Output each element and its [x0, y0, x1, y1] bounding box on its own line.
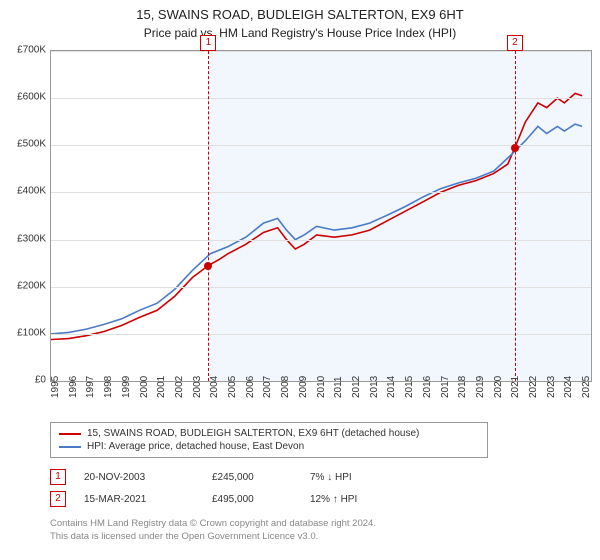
- arrow-down-icon: ↓: [327, 472, 332, 483]
- x-tick-label: 2021: [510, 376, 521, 398]
- legend-swatch-hpi: [59, 446, 81, 448]
- y-tick-label: £200K: [17, 280, 46, 291]
- series-property: [51, 93, 582, 339]
- x-tick-label: 2006: [245, 376, 256, 398]
- x-tick-label: 2022: [528, 376, 539, 398]
- y-tick-label: £700K: [17, 45, 46, 56]
- legend: 15, SWAINS ROAD, BUDLEIGH SALTERTON, EX9…: [50, 422, 488, 458]
- legend-swatch-property: [59, 433, 81, 435]
- sale-hpi: 7% ↓ HPI: [310, 472, 400, 483]
- sale-price: £495,000: [212, 494, 292, 505]
- sale-marker-icon: 1: [50, 469, 66, 485]
- x-tick-label: 2025: [581, 376, 592, 398]
- x-tick-label: 2011: [333, 376, 344, 398]
- x-tick-label: 1995: [50, 376, 61, 398]
- sale-price: £245,000: [212, 472, 292, 483]
- legend-row-property: 15, SWAINS ROAD, BUDLEIGH SALTERTON, EX9…: [59, 427, 479, 440]
- y-tick-label: £300K: [17, 233, 46, 244]
- x-tick-label: 2018: [457, 376, 468, 398]
- footer-attribution: Contains HM Land Registry data © Crown c…: [50, 518, 376, 544]
- sale-hpi: 12% ↑ HPI: [310, 494, 400, 505]
- x-tick-label: 2016: [422, 376, 433, 398]
- x-tick-label: 2019: [475, 376, 486, 398]
- y-tick-label: £0: [35, 375, 46, 386]
- legend-label-hpi: HPI: Average price, detached house, East…: [87, 441, 304, 452]
- x-tick-label: 2003: [192, 376, 203, 398]
- sales-table: 1 20-NOV-2003 £245,000 7% ↓ HPI 2 15-MAR…: [50, 466, 400, 510]
- x-tick-label: 2007: [262, 376, 273, 398]
- x-tick-label: 2014: [386, 376, 397, 398]
- sale-marker-flag: 2: [507, 35, 523, 51]
- x-tick-label: 2020: [493, 376, 504, 398]
- x-tick-label: 2017: [440, 376, 451, 398]
- chart-container: 15, SWAINS ROAD, BUDLEIGH SALTERTON, EX9…: [0, 0, 600, 560]
- x-tick-label: 2005: [227, 376, 238, 398]
- x-tick-label: 1997: [85, 376, 96, 398]
- y-tick-label: £400K: [17, 186, 46, 197]
- x-tick-label: 2012: [351, 376, 362, 398]
- x-tick-label: 1996: [68, 376, 79, 398]
- sale-marker-icon: 2: [50, 491, 66, 507]
- chart-title: 15, SWAINS ROAD, BUDLEIGH SALTERTON, EX9…: [0, 0, 600, 24]
- x-tick-label: 2015: [404, 376, 415, 398]
- sales-row: 2 15-MAR-2021 £495,000 12% ↑ HPI: [50, 488, 400, 510]
- sale-date: 20-NOV-2003: [84, 472, 194, 483]
- legend-row-hpi: HPI: Average price, detached house, East…: [59, 440, 479, 453]
- x-tick-label: 2008: [280, 376, 291, 398]
- x-tick-label: 1998: [103, 376, 114, 398]
- sale-date: 15-MAR-2021: [84, 494, 194, 505]
- x-tick-label: 2002: [174, 376, 185, 398]
- x-tick-label: 2000: [139, 376, 150, 398]
- arrow-up-icon: ↑: [333, 494, 338, 505]
- sales-row: 1 20-NOV-2003 £245,000 7% ↓ HPI: [50, 466, 400, 488]
- x-tick-label: 2013: [369, 376, 380, 398]
- footer-line: This data is licensed under the Open Gov…: [50, 531, 376, 544]
- x-tick-label: 2009: [298, 376, 309, 398]
- y-tick-label: £600K: [17, 92, 46, 103]
- x-tick-label: 2010: [316, 376, 327, 398]
- x-tick-label: 2001: [156, 376, 167, 398]
- x-tick-label: 1999: [121, 376, 132, 398]
- series-hpi: [51, 124, 582, 334]
- line-svg: [51, 51, 591, 381]
- legend-label-property: 15, SWAINS ROAD, BUDLEIGH SALTERTON, EX9…: [87, 428, 419, 439]
- sale-marker-flag: 1: [200, 35, 216, 51]
- x-axis: 1995199619971998199920002001200220032004…: [50, 380, 590, 416]
- x-tick-label: 2023: [546, 376, 557, 398]
- y-tick-label: £100K: [17, 327, 46, 338]
- y-tick-label: £500K: [17, 139, 46, 150]
- footer-line: Contains HM Land Registry data © Crown c…: [50, 518, 376, 531]
- x-tick-label: 2024: [563, 376, 574, 398]
- y-axis: £0£100K£200K£300K£400K£500K£600K£700K: [0, 50, 50, 380]
- plot-area: 12: [50, 50, 592, 382]
- sale-dot-icon: [204, 262, 212, 270]
- sale-dot-icon: [511, 144, 519, 152]
- x-tick-label: 2004: [209, 376, 220, 398]
